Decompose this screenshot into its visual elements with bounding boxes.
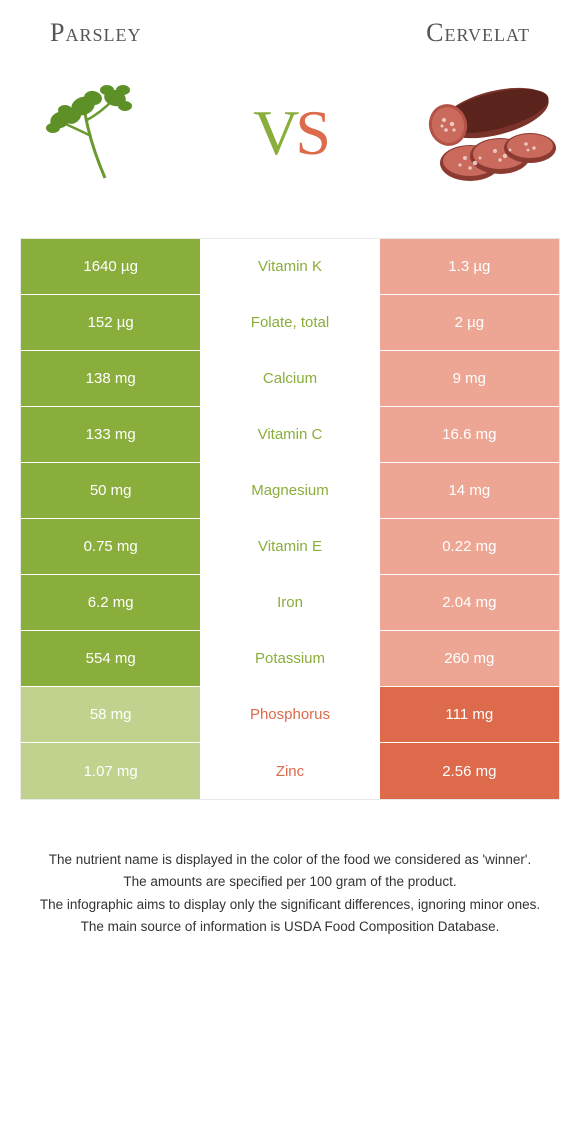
left-value: 152 µg — [21, 295, 200, 350]
nutrient-label: Vitamin K — [200, 239, 379, 294]
right-value: 2 µg — [380, 295, 559, 350]
footnote-line: The nutrient name is displayed in the co… — [30, 850, 550, 870]
nutrient-label: Potassium — [200, 631, 379, 686]
cervelat-icon — [400, 63, 560, 203]
nutrient-label: Zinc — [200, 743, 379, 799]
table-row: 152 µgFolate, total2 µg — [21, 295, 559, 351]
table-row: 1.07 mgZinc2.56 mg — [21, 743, 559, 799]
table-row: 1640 µgVitamin K1.3 µg — [21, 239, 559, 295]
left-value: 1.07 mg — [21, 743, 200, 799]
right-value: 2.04 mg — [380, 575, 559, 630]
table-row: 6.2 mgIron2.04 mg — [21, 575, 559, 631]
nutrient-label: Vitamin E — [200, 519, 379, 574]
right-food-title: Cervelat — [426, 18, 530, 48]
footnote: The nutrient name is displayed in the co… — [0, 800, 580, 937]
table-row: 554 mgPotassium260 mg — [21, 631, 559, 687]
nutrient-table: 1640 µgVitamin K1.3 µg152 µgFolate, tota… — [20, 238, 560, 800]
footnote-line: The infographic aims to display only the… — [30, 895, 550, 915]
vs-v: V — [253, 97, 295, 168]
right-value: 16.6 mg — [380, 407, 559, 462]
left-value: 0.75 mg — [21, 519, 200, 574]
left-value: 138 mg — [21, 351, 200, 406]
table-row: 0.75 mgVitamin E0.22 mg — [21, 519, 559, 575]
footnote-line: The amounts are specified per 100 gram o… — [30, 872, 550, 892]
nutrient-label: Calcium — [200, 351, 379, 406]
left-value: 133 mg — [21, 407, 200, 462]
right-value: 0.22 mg — [380, 519, 559, 574]
nutrient-label: Magnesium — [200, 463, 379, 518]
parsley-icon — [20, 63, 180, 203]
right-value: 260 mg — [380, 631, 559, 686]
nutrient-label: Phosphorus — [200, 687, 379, 742]
vs-label: VS — [253, 96, 327, 170]
hero-row: VS — [0, 48, 580, 238]
right-value: 2.56 mg — [380, 743, 559, 799]
header: Parsley Cervelat — [0, 0, 580, 48]
right-value: 1.3 µg — [380, 239, 559, 294]
left-value: 1640 µg — [21, 239, 200, 294]
nutrient-label: Iron — [200, 575, 379, 630]
right-value: 111 mg — [380, 687, 559, 742]
left-value: 6.2 mg — [21, 575, 200, 630]
left-value: 554 mg — [21, 631, 200, 686]
table-row: 138 mgCalcium9 mg — [21, 351, 559, 407]
left-value: 50 mg — [21, 463, 200, 518]
left-value: 58 mg — [21, 687, 200, 742]
footnote-line: The main source of information is USDA F… — [30, 917, 550, 937]
right-value: 14 mg — [380, 463, 559, 518]
table-row: 133 mgVitamin C16.6 mg — [21, 407, 559, 463]
table-row: 50 mgMagnesium14 mg — [21, 463, 559, 519]
table-row: 58 mgPhosphorus111 mg — [21, 687, 559, 743]
vs-s: S — [295, 97, 327, 168]
nutrient-label: Folate, total — [200, 295, 379, 350]
nutrient-label: Vitamin C — [200, 407, 379, 462]
left-food-title: Parsley — [50, 18, 141, 48]
right-value: 9 mg — [380, 351, 559, 406]
